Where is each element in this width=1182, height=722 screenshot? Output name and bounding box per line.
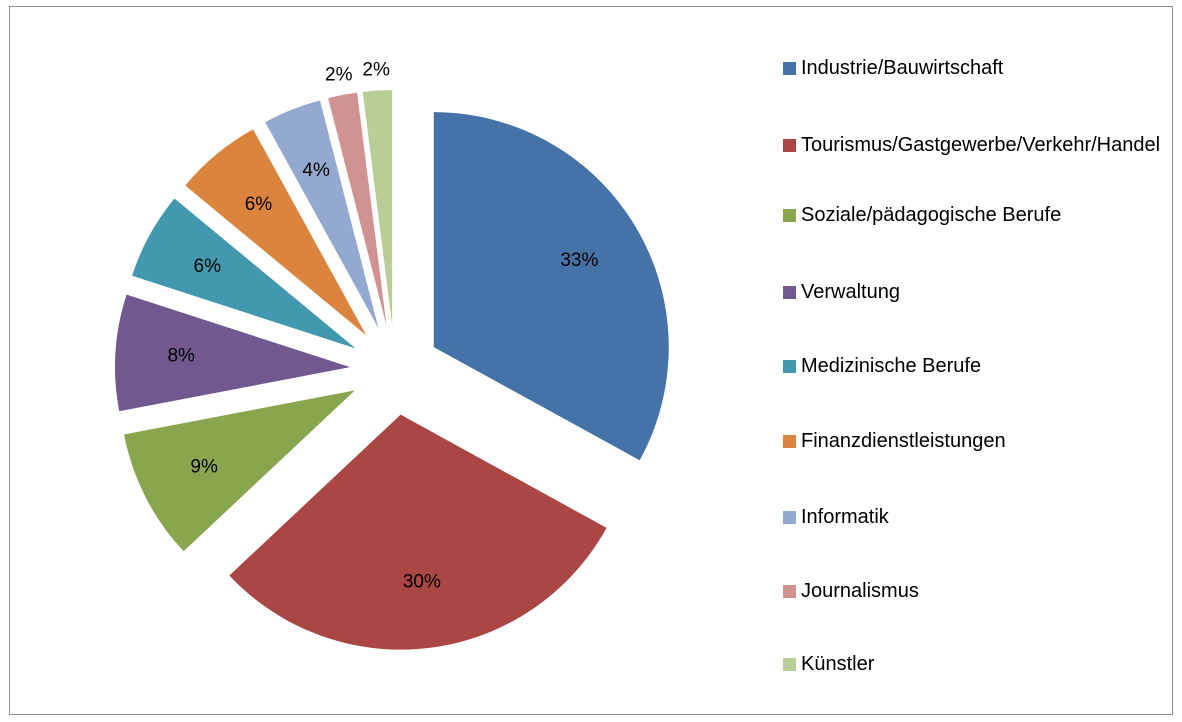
legend-label: Verwaltung (801, 281, 900, 303)
data-label: 8% (167, 346, 195, 367)
pie-slice (265, 100, 379, 329)
legend-label: Journalismus (801, 580, 919, 602)
legend-label: Soziale/pädagogische Berufe (801, 204, 1062, 226)
data-label: 6% (245, 194, 273, 215)
legend-label: Tourismus/Gastgewerbe/Verkehr/Handel (801, 134, 1161, 156)
legend-swatch (783, 286, 796, 299)
data-label: 9% (190, 456, 218, 477)
data-label: 4% (302, 160, 330, 181)
legend-item: Soziale/pädagogische Berufe (783, 201, 1161, 230)
pie-slice (362, 90, 393, 326)
legend-label: Medizinische Berufe (801, 355, 982, 377)
legend-item: Medizinische Berufe (783, 352, 1161, 381)
legend-item: Tourismus/Gastgewerbe/Verkehr/Handel (783, 131, 1161, 160)
pie-slice (124, 390, 355, 552)
pie-slice (185, 129, 367, 336)
legend-label: Künstler (801, 653, 875, 675)
legend-item: Informatik (783, 503, 1161, 532)
data-label: 2% (325, 64, 353, 85)
legend-item: Industrie/Bauwirtschaft (783, 54, 1161, 83)
legend-label: Informatik (801, 506, 889, 528)
legend-label: Industrie/Bauwirtschaft (801, 57, 1004, 79)
legend-swatch (783, 511, 796, 524)
legend-item: Verwaltung (783, 278, 1161, 307)
legend-item: Journalismus (783, 577, 1161, 606)
legend-item: Finanzdienstleistungen (783, 427, 1161, 456)
legend-swatch (783, 209, 796, 222)
legend-swatch (783, 658, 796, 671)
legend-swatch (783, 360, 796, 373)
legend-item: Künstler (783, 650, 1161, 679)
legend-label: Finanzdienstleistungen (801, 430, 1006, 452)
legend-swatch (783, 62, 796, 75)
legend-swatch (783, 139, 796, 152)
pie-slice (229, 414, 607, 650)
data-label: 30% (403, 572, 441, 593)
pie-slice (433, 112, 669, 461)
data-label: 2% (362, 60, 390, 81)
pie-slice (328, 92, 387, 326)
legend-swatch (783, 585, 796, 598)
data-label: 33% (560, 250, 598, 271)
legend-swatch (783, 435, 796, 448)
data-label: 6% (194, 256, 222, 277)
pie-slice (132, 198, 356, 349)
pie-slice (115, 294, 351, 412)
